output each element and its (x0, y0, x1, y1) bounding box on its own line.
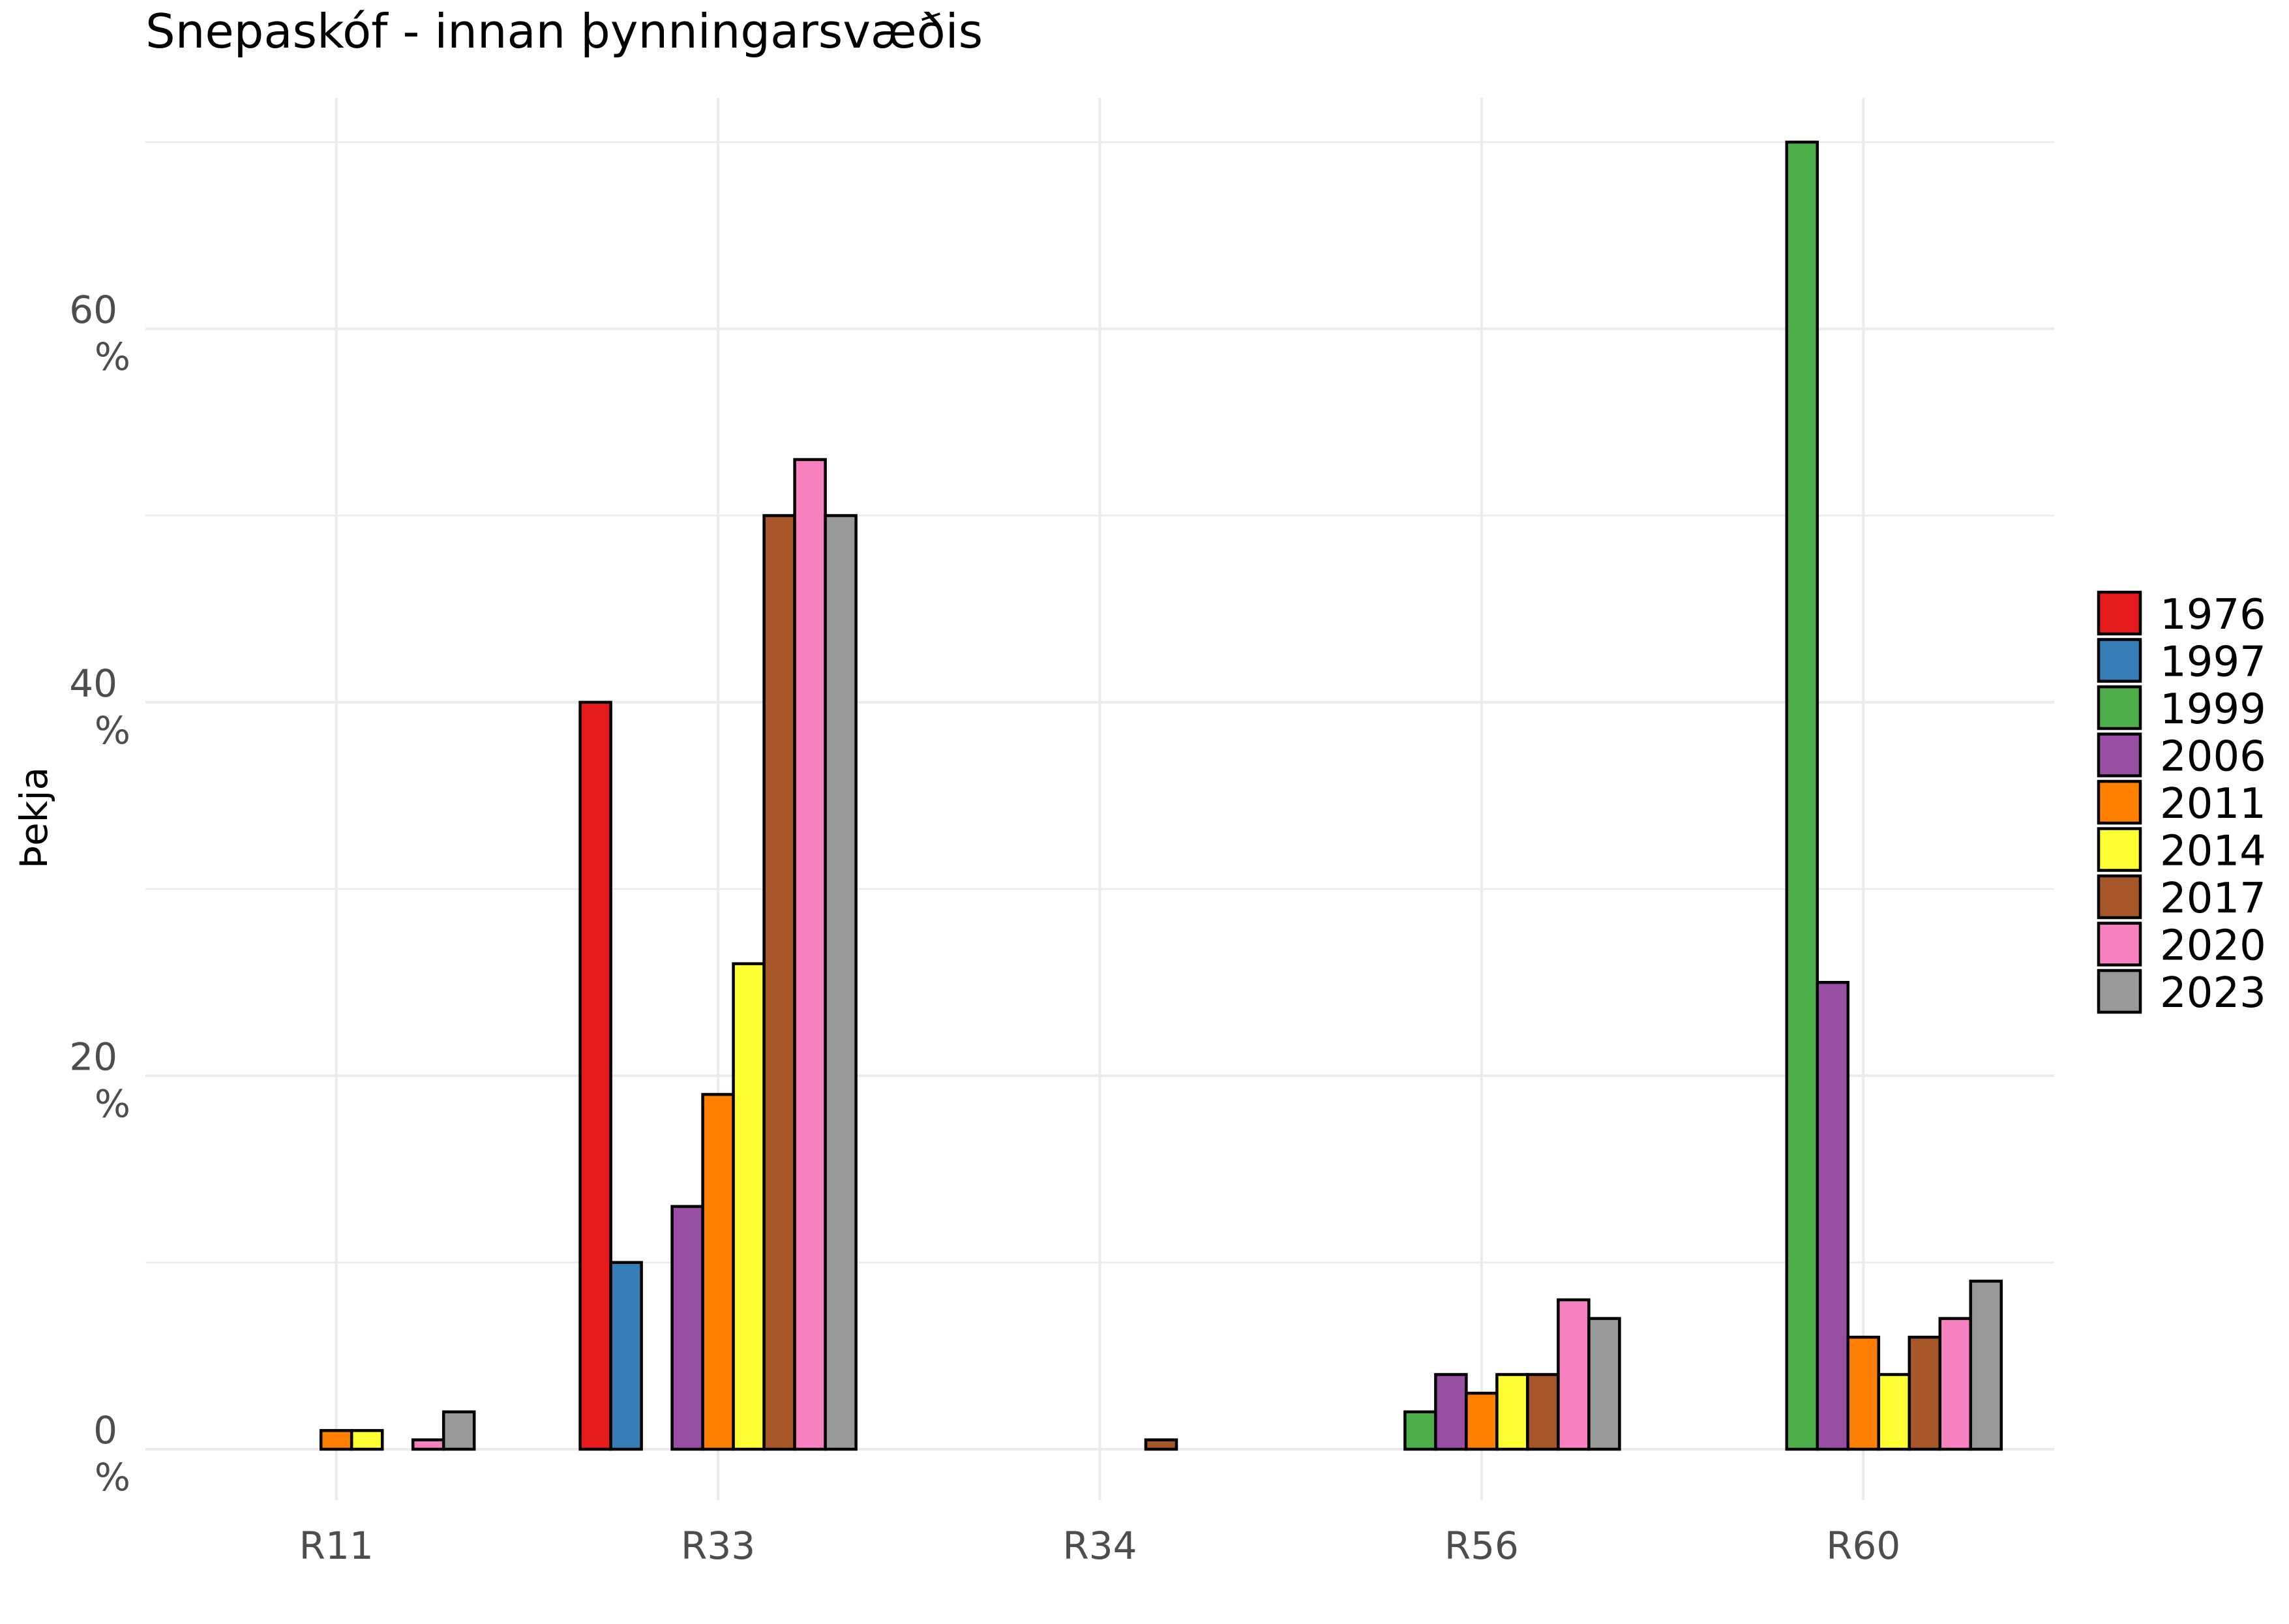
legend-label: 2020 (2160, 922, 2266, 970)
bar (1846, 1335, 1881, 1451)
bar (1938, 1317, 1973, 1451)
legend-key (2097, 638, 2142, 683)
x-tick-label: R33 (681, 1524, 755, 1568)
y-tick-label: 60% (69, 288, 130, 379)
legend-key (2097, 685, 2142, 730)
y-tick-label: 20% (69, 1034, 130, 1126)
x-axis-ticks: R11 R33 R34 R56 R60 (299, 1524, 1901, 1568)
bar (1495, 1373, 1529, 1451)
grid (145, 98, 2054, 1500)
bar (824, 514, 858, 1451)
y-axis-ticks: 0 % 20 % 40 % 60% (69, 288, 130, 1499)
legend-label: 2017 (2160, 875, 2266, 923)
bar (732, 962, 766, 1451)
legend-label: 2023 (2160, 969, 2266, 1017)
bar (411, 1438, 445, 1451)
legend-key (2097, 590, 2142, 636)
bars (319, 140, 2003, 1451)
bar (1877, 1373, 1911, 1451)
bar (1526, 1373, 1560, 1451)
x-tick-label: R11 (299, 1524, 374, 1568)
bar (762, 514, 796, 1451)
legend-key (2097, 874, 2142, 920)
bar (1587, 1317, 1621, 1451)
bar (441, 1410, 476, 1451)
bar (670, 1205, 704, 1451)
bar (1403, 1410, 1437, 1451)
bar (1969, 1280, 2003, 1451)
bar (701, 1092, 735, 1451)
legend-key (2097, 922, 2142, 967)
bar (793, 458, 827, 1451)
chart-title: Snepaskóf - innan þynningarsvæðis (145, 4, 983, 59)
bar (1434, 1373, 1468, 1451)
bar (1465, 1391, 1499, 1451)
legend-label: 2014 (2160, 828, 2266, 876)
bar (350, 1429, 384, 1451)
bar (609, 1261, 643, 1451)
bar (578, 700, 612, 1451)
y-tick-label: 0% (93, 1408, 130, 1499)
x-tick-label: R60 (1826, 1524, 1900, 1568)
legend-key (2097, 779, 2142, 825)
legend-key (2097, 732, 2142, 777)
legend-key (2097, 969, 2142, 1014)
bar (319, 1429, 353, 1451)
legend-label: 2006 (2160, 733, 2266, 781)
legend-label: 2011 (2160, 780, 2266, 828)
legend-key (2097, 827, 2142, 872)
bar (1144, 1438, 1178, 1451)
legend-label: 1999 (2160, 685, 2266, 734)
legend-label: 1976 (2160, 591, 2266, 639)
legend-label: 1997 (2160, 639, 2266, 687)
y-axis-label: Þekja (12, 767, 56, 869)
y-tick-label: 40% (69, 661, 130, 753)
x-tick-label: R34 (1062, 1524, 1137, 1568)
bar (1816, 981, 1850, 1451)
bar (1908, 1335, 1942, 1451)
bar (1785, 140, 1819, 1451)
x-tick-label: R56 (1444, 1524, 1519, 1568)
bar (1557, 1298, 1591, 1451)
